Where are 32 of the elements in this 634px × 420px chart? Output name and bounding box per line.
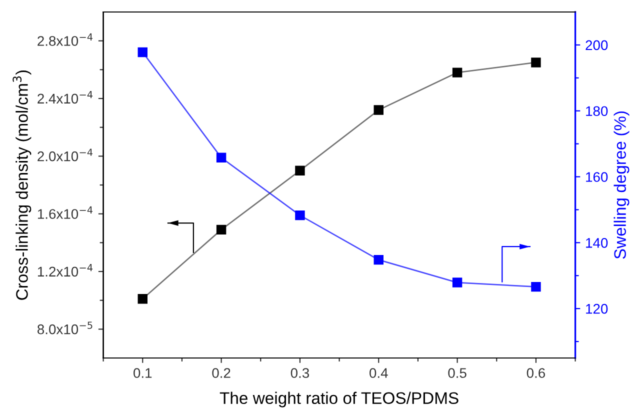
point [452,278,462,288]
point [216,224,226,235]
y-tick-label: 1.2x10$^{−4}$ [38,264,93,277]
y2-tick-label: 140 [586,238,608,248]
y2-tick-label: 200 [586,40,608,50]
x-tick-label: 0.6 [526,368,546,378]
point [374,254,384,265]
x-axis-title: The weight ratio of TEOS/PDMS [220,392,458,408]
x-tick-label: 0.5 [448,368,466,378]
y-tick-label: 2.4x10$^{−4}$ [38,91,93,104]
y2-tick-label: 160 [586,172,608,182]
y2-axis-title: Swelling degree (%) [614,111,630,259]
y2-tick-label: 180 [586,106,608,116]
y-tick-label: 2.0x10$^{−4}$ [38,148,93,162]
x-tick-label: 0.4 [370,368,388,378]
y-tick-label: 8.0x10$^{−5}$ [38,322,92,334]
point [216,152,226,163]
point [531,58,541,68]
y-tick-label: 2.8x10$^{−4}$ [38,33,93,46]
x-tick-label: 0.2 [212,368,230,378]
point [452,68,462,78]
point [374,105,384,115]
y2-tick-label: 120 [586,304,608,314]
point [295,210,305,220]
x-tick-label: 0.3 [290,368,310,378]
x-tick-label: 0.1 [134,368,152,378]
y-tick-label: 1.6x10$^{−4}$ [38,206,93,219]
point [138,294,148,304]
point [138,47,148,58]
point [295,166,305,176]
y-axis-title: Cross-linking density (mol/cm$^{3}$) [12,70,32,300]
point [531,282,541,292]
